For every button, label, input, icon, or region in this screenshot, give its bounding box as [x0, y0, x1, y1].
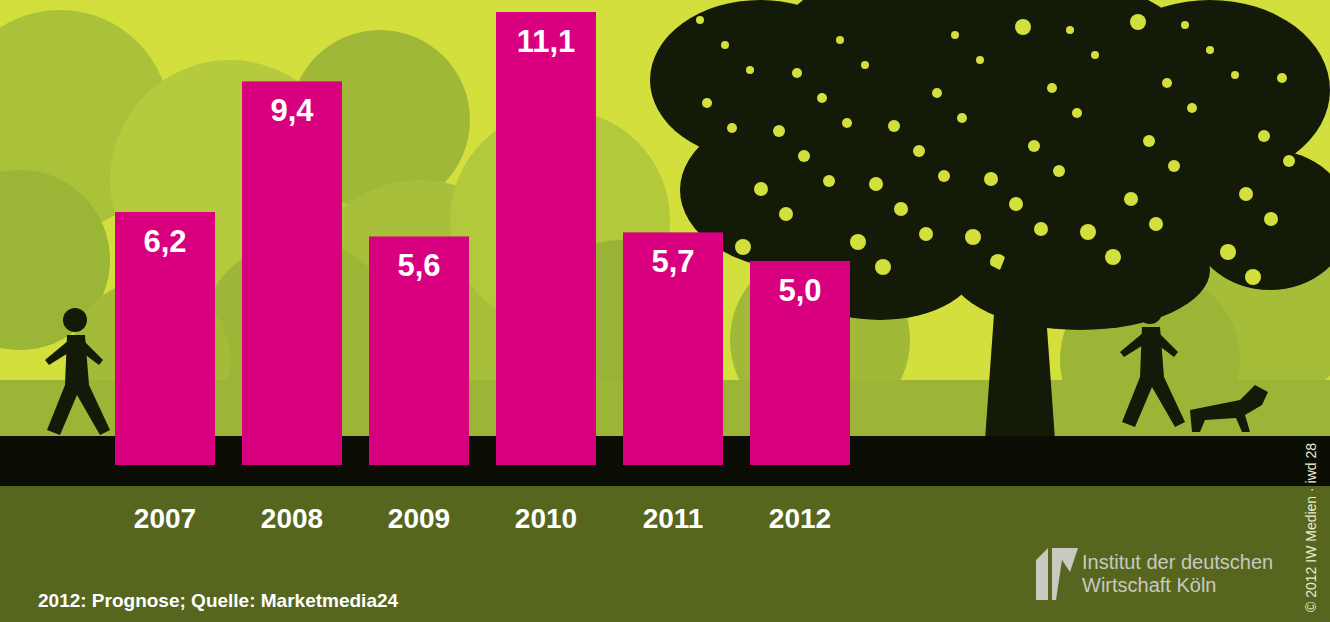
tree-gap [746, 66, 754, 74]
tree-gap [932, 88, 942, 98]
tree-gap [894, 202, 908, 216]
tree-gap [1258, 130, 1270, 142]
tree-gap [792, 68, 802, 78]
tree-gap [1239, 187, 1253, 201]
tree-gap [1149, 217, 1163, 231]
tree-gap [913, 145, 925, 157]
tree-gap [1206, 46, 1214, 54]
tree-gap [817, 93, 827, 103]
tree-gap [721, 41, 729, 49]
data-label: 9,4 [270, 93, 314, 128]
sky [0, 0, 1330, 622]
tree-gap [869, 177, 883, 191]
bar [623, 232, 723, 465]
tree-gap [1105, 249, 1121, 265]
tree-gap [1015, 19, 1031, 35]
copyright: © 2012 IW Medien · iwd 28 [1303, 443, 1319, 612]
logo-text: Institut der deutschen [1082, 551, 1273, 573]
bars [115, 12, 850, 465]
data-label: 11,1 [517, 24, 576, 59]
tree-gap [1168, 160, 1180, 172]
x-tick-label: 2008 [261, 503, 323, 534]
x-tick-label: 2012 [769, 503, 831, 534]
tree-gap [735, 239, 751, 255]
tree-gap [875, 259, 891, 275]
tree-gap [1072, 108, 1082, 118]
tree-gap [773, 125, 785, 137]
runner [45, 308, 110, 435]
runner-body [1122, 327, 1185, 427]
tree-gap [1264, 212, 1278, 226]
tree-gap [919, 227, 933, 241]
tree-gap [938, 170, 950, 182]
runner-arms [1120, 332, 1178, 357]
tree-gap [1028, 140, 1040, 152]
data-label: 6,2 [143, 224, 186, 259]
x-tick-label: 2007 [134, 503, 196, 534]
tree-gap [984, 172, 998, 186]
tree-gap [1066, 26, 1074, 34]
tree-gap [1277, 73, 1287, 83]
tree-gap [888, 120, 900, 132]
tree-gap [1187, 103, 1197, 113]
tree-gap [1091, 51, 1099, 59]
tree-gap [861, 61, 869, 69]
tree-gap [1080, 224, 1096, 240]
data-label: 5,7 [651, 244, 694, 279]
runner-body [47, 335, 110, 435]
tree-gap [1143, 135, 1155, 147]
background [0, 0, 1330, 622]
tree-gap [1047, 83, 1057, 93]
x-tick-label: 2010 [515, 503, 577, 534]
tree-gap [1053, 165, 1065, 177]
footnote: 2012: Prognose; Quelle: Marketmedia24 [38, 590, 399, 611]
tree-gap [842, 118, 852, 128]
tree-gap [836, 36, 844, 44]
chart: 6,2 9,4 5,6 11,1 5,7 5,0 2007 2008 2009 2010 2011 2… [0, 0, 1330, 622]
bar [242, 81, 342, 465]
tree-gap [702, 98, 712, 108]
dog [1190, 385, 1268, 432]
tree-gap [951, 31, 959, 39]
data-label: 5,6 [397, 248, 440, 283]
tree-trunk [960, 220, 1080, 440]
bar [750, 261, 850, 465]
tree-gap [1231, 71, 1239, 79]
runner-head [1138, 300, 1162, 324]
tree-gap [850, 234, 866, 250]
tree-gap [823, 175, 835, 187]
bar [496, 12, 596, 465]
tree-gap [957, 113, 967, 123]
tree-gap [1245, 269, 1261, 285]
tree-gap [754, 182, 768, 196]
tree-gap [1162, 78, 1172, 88]
tree-gap [1220, 244, 1236, 260]
runner-head [63, 308, 87, 332]
runner-arms [45, 340, 103, 365]
tree-gap [779, 207, 793, 221]
bar [369, 236, 469, 465]
logo-emblem [1036, 548, 1078, 600]
tree-gap [798, 150, 810, 162]
x-tick-label: 2009 [388, 503, 450, 534]
tree-crown-dark [1190, 150, 1330, 290]
bar [115, 212, 215, 465]
tree-gap [976, 56, 984, 64]
tree-gap [1130, 14, 1146, 30]
tree-gap [965, 229, 981, 245]
tree-gap [1034, 222, 1048, 236]
tree-gap [1283, 155, 1295, 167]
reflection [0, 486, 1330, 622]
logo: Institut der deutschenWirtschaft Köln [1036, 548, 1273, 600]
tree-gap [727, 123, 737, 133]
data-label: 5,0 [778, 273, 821, 308]
runner [1120, 300, 1185, 427]
labels: 6,2 9,4 5,6 11,1 5,7 5,0 2007 2008 2009 2010 2011 2… [38, 24, 1319, 612]
logo-text: Wirtschaft Köln [1082, 574, 1216, 596]
tree-gap [1124, 192, 1138, 206]
x-tick-label: 2011 [643, 503, 704, 534]
tree-gap [1181, 21, 1189, 29]
tree-gap [1009, 197, 1023, 211]
tree-gap [696, 16, 704, 24]
